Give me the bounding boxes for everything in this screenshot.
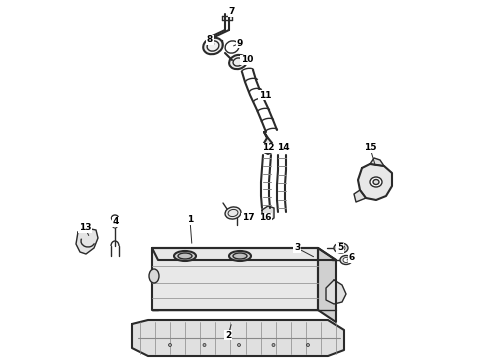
Polygon shape [76, 228, 98, 254]
Text: 4: 4 [113, 217, 119, 226]
Text: 16: 16 [259, 213, 271, 222]
Text: 7: 7 [229, 8, 235, 17]
Polygon shape [370, 158, 384, 166]
Ellipse shape [207, 41, 219, 51]
Text: 14: 14 [277, 144, 289, 153]
Polygon shape [152, 248, 318, 310]
Polygon shape [262, 132, 274, 154]
Polygon shape [354, 190, 366, 202]
Ellipse shape [178, 253, 192, 259]
Text: 11: 11 [259, 90, 271, 99]
Ellipse shape [264, 144, 272, 152]
Ellipse shape [228, 210, 238, 217]
Ellipse shape [174, 251, 196, 261]
Polygon shape [277, 155, 286, 212]
Ellipse shape [112, 215, 119, 221]
Polygon shape [261, 155, 271, 208]
Ellipse shape [307, 343, 310, 346]
Ellipse shape [229, 251, 251, 261]
Ellipse shape [169, 343, 171, 346]
Polygon shape [132, 320, 344, 356]
Polygon shape [326, 280, 346, 304]
Ellipse shape [225, 41, 239, 53]
Ellipse shape [334, 243, 348, 253]
Ellipse shape [343, 257, 349, 262]
Ellipse shape [340, 256, 352, 265]
Text: 9: 9 [237, 39, 243, 48]
Text: 13: 13 [79, 224, 91, 233]
Ellipse shape [233, 58, 243, 66]
Ellipse shape [203, 38, 223, 54]
Ellipse shape [238, 343, 241, 346]
Ellipse shape [229, 55, 247, 69]
Text: 15: 15 [364, 144, 376, 153]
Ellipse shape [149, 269, 159, 283]
Polygon shape [242, 70, 277, 132]
Polygon shape [318, 248, 336, 322]
Polygon shape [358, 164, 392, 200]
Text: 8: 8 [207, 36, 213, 45]
Ellipse shape [337, 245, 345, 251]
Ellipse shape [233, 253, 247, 259]
Text: 10: 10 [241, 55, 253, 64]
Polygon shape [262, 206, 274, 222]
Ellipse shape [113, 224, 118, 228]
Ellipse shape [370, 177, 382, 187]
Ellipse shape [203, 343, 206, 346]
Text: 12: 12 [262, 144, 274, 153]
Ellipse shape [373, 180, 379, 184]
Ellipse shape [272, 343, 275, 346]
Ellipse shape [225, 207, 241, 219]
Text: 1: 1 [187, 216, 193, 225]
Text: 6: 6 [349, 253, 355, 262]
Text: 5: 5 [337, 243, 343, 252]
Text: 17: 17 [242, 213, 254, 222]
Text: 2: 2 [225, 330, 231, 339]
Polygon shape [152, 248, 336, 260]
Text: 3: 3 [294, 243, 300, 252]
